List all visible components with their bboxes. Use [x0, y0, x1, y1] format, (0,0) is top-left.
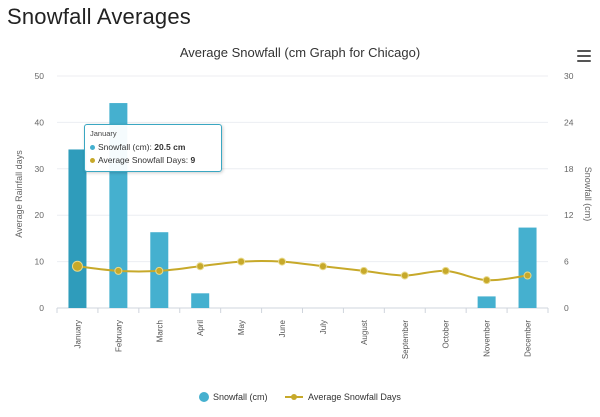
x-tick-label: December [524, 320, 533, 357]
snowfall-days-point [318, 262, 327, 271]
left-tick-label: 40 [35, 117, 45, 127]
line-series [71, 257, 532, 285]
tooltip-days-dot [90, 158, 95, 164]
chart-menu-icon[interactable] [577, 50, 591, 62]
tooltip-snow-dot [90, 145, 95, 151]
left-tick-label: 30 [35, 164, 45, 174]
legend-snowfall-marker [199, 392, 209, 402]
snowfall-days-point [441, 266, 450, 275]
snowfall-days-point [523, 271, 532, 280]
left-tick-label: 10 [35, 257, 45, 267]
x-tick-label: November [483, 320, 492, 357]
tooltip-days-value: 9 [190, 155, 196, 165]
right-axis-ticks: 0 6 12 18 24 30 [564, 71, 574, 313]
x-tick-label: October [442, 320, 451, 349]
legend-snowfall-label: Snowfall (cm) [213, 392, 268, 402]
legend: Snowfall (cm) Average Snowfall Days [199, 392, 401, 402]
snowfall-days-point [155, 266, 164, 275]
x-tick-label: July [319, 320, 328, 334]
snowfall-bar [477, 296, 496, 308]
x-tick-label: February [114, 320, 123, 352]
left-tick-label: 50 [35, 71, 45, 81]
snowfall-days-point [482, 276, 491, 285]
x-tick-label: January [73, 320, 82, 348]
legend-days-label: Average Snowfall Days [308, 392, 401, 402]
tooltip-days-row: Average Snowfall Days: 9 [90, 155, 195, 165]
snowfall-days-point [196, 262, 205, 271]
chart-title: Average Snowfall (cm Graph for Chicago) [180, 45, 420, 60]
right-tick-label: 24 [564, 117, 574, 127]
x-tick-label: May [237, 320, 246, 335]
right-tick-label: 18 [564, 164, 574, 174]
legend-days-marker [291, 394, 297, 400]
snowfall-chart: Average Snowfall (cm Graph for Chicago) … [14, 45, 593, 402]
right-tick-label: 6 [564, 257, 569, 267]
tooltip-snow-value: 20.5 cm [154, 142, 186, 152]
left-axis-ticks: 0 10 20 30 40 50 [35, 71, 45, 313]
right-tick-label: 12 [564, 210, 574, 220]
right-axis-label: Snowfall (cm) [583, 167, 593, 222]
x-tick-label: April [196, 320, 205, 336]
x-tick-label: August [360, 319, 369, 345]
tooltip-snow-label: Snowfall (cm): [98, 142, 152, 152]
snowfall-days-point [114, 266, 123, 275]
snowfall-days-point [278, 257, 287, 266]
snowfall-bar [518, 227, 537, 308]
snowfall-days-point [71, 260, 83, 272]
snowfall-days-line [77, 260, 528, 282]
page-title: Snowfall Averages [7, 4, 191, 29]
snowfall-bar [68, 149, 87, 308]
left-tick-label: 20 [35, 210, 45, 220]
chart-tooltip: January Snowfall (cm): 20.5 cm Average S… [84, 124, 222, 172]
chart-container: Average Snowfall (cm Graph for Chicago) … [0, 36, 600, 412]
left-axis-label: Average Rainfall days [14, 150, 24, 238]
tooltip-snowfall-row: Snowfall (cm): 20.5 cm [90, 142, 185, 152]
x-tick-label: March [155, 320, 164, 342]
right-tick-label: 30 [564, 71, 574, 81]
x-tick-label: June [278, 319, 287, 337]
snowfall-bar [191, 293, 210, 308]
snowfall-days-point [400, 271, 409, 280]
snowfall-days-point [359, 266, 368, 275]
left-tick-label: 0 [39, 303, 44, 313]
snowfall-days-point [237, 257, 246, 266]
x-axis-labels: January February March April May June July Augu… [73, 319, 532, 359]
right-tick-label: 0 [564, 303, 569, 313]
tooltip-days-label: Average Snowfall Days: [98, 155, 189, 165]
x-tick-label: September [401, 320, 410, 359]
tooltip-month: January [90, 129, 117, 138]
